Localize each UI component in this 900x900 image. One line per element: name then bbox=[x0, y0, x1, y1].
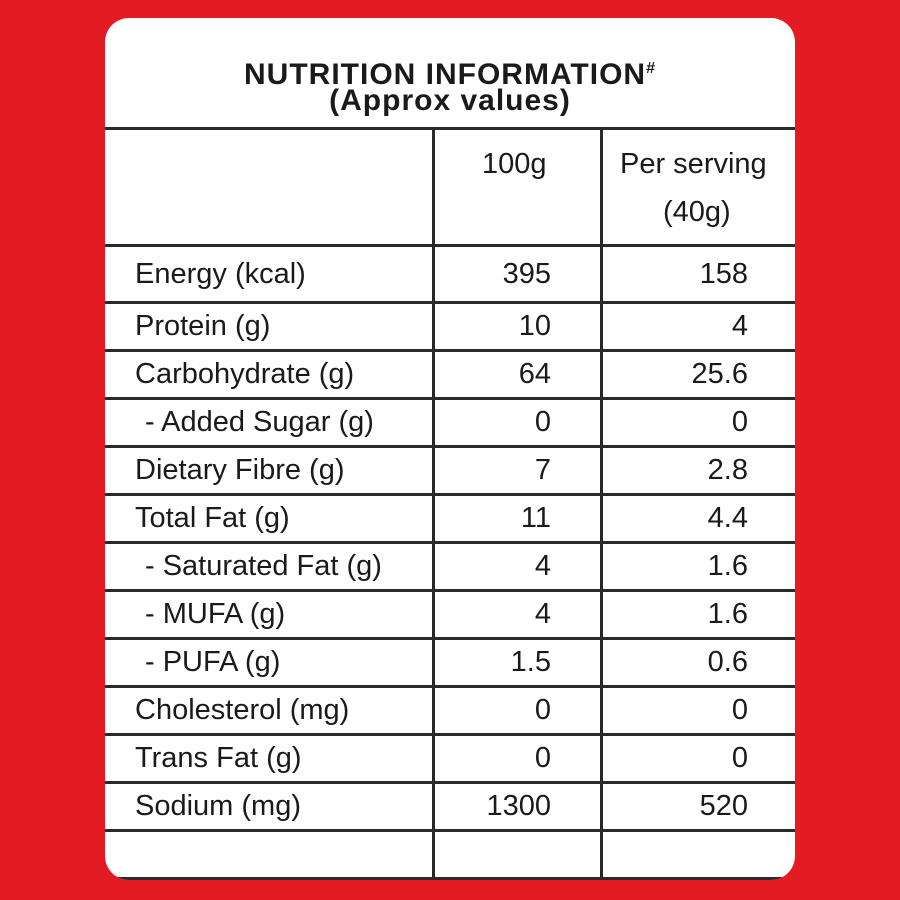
row-line bbox=[105, 445, 795, 448]
value-100g: 0 bbox=[534, 406, 551, 438]
value-serving: 0 bbox=[731, 406, 748, 438]
column-header: 100g bbox=[482, 148, 547, 180]
title-text: NUTRITION INFORMATION bbox=[244, 58, 647, 91]
row-line bbox=[105, 493, 795, 496]
nutrition-panel: NUTRITION INFORMATION# (Approx values) 1… bbox=[105, 18, 795, 880]
value-serving: 2.8 bbox=[707, 454, 748, 486]
title: NUTRITION INFORMATION# bbox=[105, 58, 795, 92]
value-100g: 0 bbox=[534, 694, 551, 726]
value-serving: 0 bbox=[731, 742, 748, 774]
value-100g: 10 bbox=[518, 310, 551, 342]
value-100g: 4 bbox=[534, 550, 551, 582]
row-label: - MUFA (g) bbox=[145, 598, 286, 630]
row-label: Total Fat (g) bbox=[135, 502, 290, 534]
column-line bbox=[600, 128, 603, 878]
row-line bbox=[105, 685, 795, 688]
row-label: Sodium (mg) bbox=[135, 790, 301, 822]
column-line bbox=[432, 128, 435, 878]
value-100g: 7 bbox=[534, 454, 551, 486]
row-label: Energy (kcal) bbox=[135, 257, 306, 290]
row-line bbox=[105, 244, 795, 247]
subtitle: (Approx values) bbox=[329, 84, 571, 117]
row-label: - PUFA (g) bbox=[145, 646, 281, 678]
row-line bbox=[105, 589, 795, 592]
value-serving: 0.6 bbox=[707, 646, 748, 678]
row-label: Protein (g) bbox=[135, 310, 271, 342]
row-line bbox=[105, 877, 795, 880]
value-100g: 11 bbox=[520, 502, 551, 534]
value-100g: 64 bbox=[518, 358, 551, 390]
title-mark: # bbox=[646, 60, 656, 77]
value-100g: 0 bbox=[534, 742, 551, 774]
row-line bbox=[105, 397, 795, 400]
row-line bbox=[105, 637, 795, 640]
row-line bbox=[105, 301, 795, 304]
column-header: (40g) bbox=[663, 196, 731, 228]
row-line bbox=[105, 733, 795, 736]
row-label: Carbohydrate (g) bbox=[135, 358, 355, 390]
row-label: Dietary Fibre (g) bbox=[135, 454, 345, 486]
value-serving: 4.4 bbox=[707, 502, 748, 534]
row-line bbox=[105, 829, 795, 832]
value-serving: 0 bbox=[731, 694, 748, 726]
value-100g: 4 bbox=[534, 598, 551, 630]
row-line bbox=[105, 541, 795, 544]
row-label: - Added Sugar (g) bbox=[145, 406, 374, 438]
column-header: Per serving bbox=[620, 148, 767, 180]
row-label: Cholesterol (mg) bbox=[135, 694, 350, 726]
value-serving: 520 bbox=[699, 790, 748, 822]
value-100g: 395 bbox=[502, 257, 551, 290]
row-line bbox=[105, 127, 795, 130]
value-serving: 25.6 bbox=[691, 358, 748, 390]
row-label: Trans Fat (g) bbox=[135, 742, 302, 774]
row-label: - Saturated Fat (g) bbox=[145, 550, 382, 582]
value-100g: 1.5 bbox=[510, 646, 551, 678]
value-serving: 1.6 bbox=[707, 598, 748, 630]
row-line bbox=[105, 349, 795, 352]
value-serving: 158 bbox=[699, 257, 748, 290]
value-100g: 1300 bbox=[486, 790, 551, 822]
row-line bbox=[105, 781, 795, 784]
value-serving: 1.6 bbox=[707, 550, 748, 582]
value-serving: 4 bbox=[731, 310, 748, 342]
